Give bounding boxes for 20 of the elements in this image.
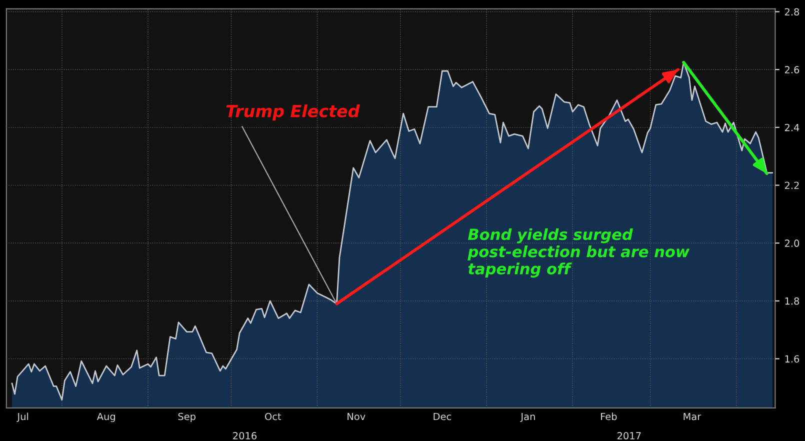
y-tick-label: 2.0 [784,240,800,247]
text: 2016 [233,432,257,440]
x-tick-label: Jul [16,412,28,422]
y-tick-label: 2.6 [784,66,800,74]
y-tick-label: 2.2 [784,182,799,189]
x-tick-label: Jan [520,412,535,422]
x-tick-label: Mar [684,412,702,420]
x-tick-label: Feb [601,412,617,420]
annotation: Bond yields surged post-election but are now tapering off [468,228,690,278]
x-tick-label: Aug [96,412,115,422]
text: 2017 [617,432,641,440]
y-tick-label: 1.6 [785,355,800,363]
x-tick-label: Nov [348,412,366,420]
y-tick-label: 2.4 [784,124,800,132]
y-tick-label: 1.8 [785,297,800,305]
y-tick-label: 2.8 [784,8,800,16]
annotation: Trump Elected [226,104,360,121]
x-tick-label: Sep [178,412,196,422]
x-tick-label: Dec [434,412,451,420]
x-tick-label: Oct [265,412,282,420]
